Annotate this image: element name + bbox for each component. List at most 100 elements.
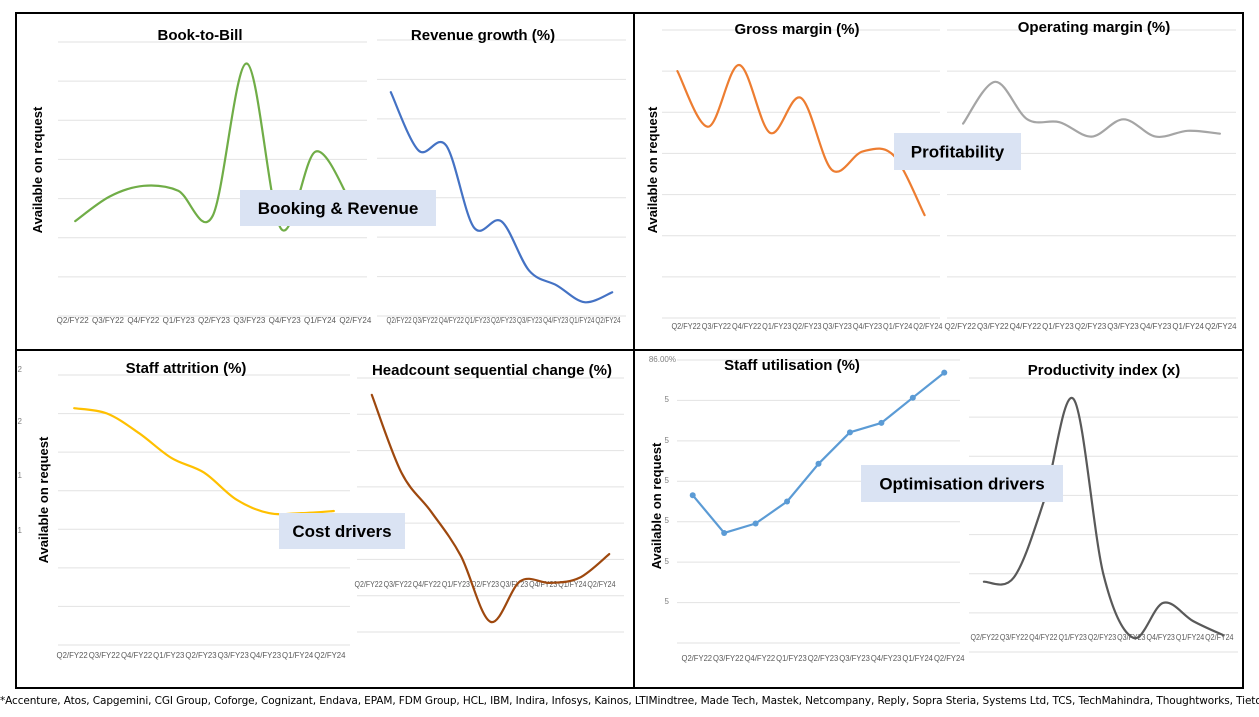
x-tick-label: Q2/FY22 [57,316,90,325]
x-tick-label: Q3/FY22 [713,654,744,663]
x-tick-label: Q4/FY22 [1029,633,1058,642]
x-tick-label: Q4/FY22 [413,580,442,589]
x-tick-label: Q4/FY22 [121,651,153,660]
x-tick-label: Q3/FY23 [839,654,870,663]
x-tick-label: Q3/FY23 [1107,322,1139,331]
x-tick-label: Q3/FY22 [92,316,125,325]
y-tick-label: 1 [18,526,23,535]
quadrant-label-optimisation-drivers: Optimisation drivers [861,465,1063,502]
y-axis-note: Available on request [30,106,45,233]
x-tick-label: Q1/FY23 [465,316,491,325]
x-tick-label: Q4/FY23 [871,654,902,663]
y-tick-label: 5 [665,436,670,445]
x-tick-label: Q2/FY23 [471,580,500,589]
x-tick-label: Q1/FY23 [776,654,807,663]
x-tick-label: Q2/FY23 [185,651,217,660]
label-box [894,133,1021,170]
x-tick-label: Q1/FY24 [902,654,933,663]
gross-margin-chart: Q2/FY22 Q3/FY22 Q4/FY22 Q1/FY23 Q2/FY23 Q3/FY… [662,21,943,331]
chart-title: Staff attrition (%) [126,360,247,377]
data-point [784,498,791,505]
data-point [721,529,728,536]
x-tick-label: Q1/FY23 [762,322,792,331]
x-tick-label: Q4/FY22 [745,654,776,663]
productivity-index-chart: Q2/FY22 Q3/FY22 Q4/FY22 Q1/FY23 Q2/FY23 Q3/FY… [969,362,1238,653]
x-tick-label: Q1/FY23 [1042,322,1074,331]
x-tick-label: Q2/FY24 [314,651,346,660]
staff-attrition-chart: Q2/FY22 Q3/FY22 Q4/FY22 Q1/FY23 Q2/FY23 Q3/FY… [57,360,350,660]
series-line [389,91,614,304]
x-tick-label: Q4/FY22 [127,316,160,325]
x-tick-label: Q1/FY24 [1172,322,1204,331]
x-tick-label: Q4/FY23 [529,580,558,589]
x-tick-label: Q3/FY23 [218,651,250,660]
x-tick-label: Q2/FY23 [1088,633,1117,642]
x-tick-label: Q1/FY23 [153,651,185,660]
data-point [752,520,759,527]
series-line [73,407,335,516]
x-tick-label: Q2/FY22 [971,633,1000,642]
x-tick-label: Q4/FY23 [250,651,282,660]
x-tick-label: Q2/FY24 [913,322,943,331]
series-line [370,393,611,623]
x-tick-label: Q2/FY24 [595,316,621,325]
series-line [676,63,926,217]
y-tick-label: 1 [18,471,23,480]
y-tick-label: 5 [665,395,670,404]
chart-title: Revenue growth (%) [411,27,555,44]
x-tick-label: Q4/FY23 [1140,322,1172,331]
data-point [689,492,696,499]
x-tick-label: Q3/FY23 [233,316,266,325]
label-text: Booking & Revenue [258,199,419,218]
series-line [74,62,351,232]
y-axis-note: Available on request [649,442,664,569]
x-tick-label: Q2/FY23 [792,322,822,331]
quadrant-label-profitability: Profitability [894,133,1021,170]
x-tick-label: Q2/FY22 [682,654,713,663]
label-text: Optimisation drivers [879,475,1044,494]
x-tick-label: Q2/FY22 [387,316,413,325]
y-axis-note: Available on request [645,106,660,233]
x-tick-label: Q1/FY24 [883,322,913,331]
y-tick-label: 5 [665,557,670,566]
x-tick-label: Q2/FY23 [808,654,839,663]
x-tick-label: Q3/FY22 [384,580,413,589]
series-line [962,80,1221,139]
x-tick-label: Q1/FY23 [1059,633,1088,642]
y-tick-label: 2 [18,417,23,426]
label-box [861,465,1063,502]
x-tick-label: Q3/FY23 [500,580,529,589]
x-tick-label: Q1/FY23 [163,316,196,325]
y-tick-label: 2 [18,365,23,374]
x-tick-label: Q2/FY22 [57,651,89,660]
label-box [279,513,405,549]
headcount-change-chart: Q2/FY22 Q3/FY22 Q4/FY22 Q1/FY23 Q2/FY23 Q3/FY… [355,362,624,633]
x-tick-label: Q4/FY22 [1010,322,1042,331]
x-tick-label: Q1/FY24 [569,316,595,325]
data-point [909,394,916,401]
x-tick-label: Q2/FY22 [672,322,702,331]
chart-title: Productivity index (x) [1028,362,1181,379]
x-tick-label: Q4/FY22 [439,316,465,325]
chart-title: Operating margin (%) [1018,19,1171,36]
x-tick-label: Q2/FY24 [934,654,965,663]
label-box [240,190,436,226]
footnote: *Accenture, Atos, Capgemini, CGI Group, … [0,695,1259,707]
x-tick-label: Q2/FY24 [587,580,616,589]
y-tick-label: 86.00% [649,355,676,364]
data-point [846,429,853,436]
x-tick-label: Q1/FY23 [442,580,471,589]
chart-title: Book-to-Bill [158,27,243,44]
x-tick-label: Q4/FY23 [1147,633,1176,642]
data-point [941,369,948,376]
chart-title: Headcount sequential change (%) [372,362,612,379]
x-tick-label: Q4/FY22 [732,322,762,331]
y-tick-label: 5 [665,476,670,485]
data-point [878,419,885,426]
y-tick-label: 5 [665,516,670,525]
quadrant-label-cost-drivers: Cost drivers [279,513,405,549]
x-tick-label: Q4/FY23 [853,322,883,331]
chart-title: Gross margin (%) [734,21,859,38]
staff-utilisation-chart: Q2/FY22 Q3/FY22 Q4/FY22 Q1/FY23 Q2/FY23 Q3/FY… [677,357,965,663]
